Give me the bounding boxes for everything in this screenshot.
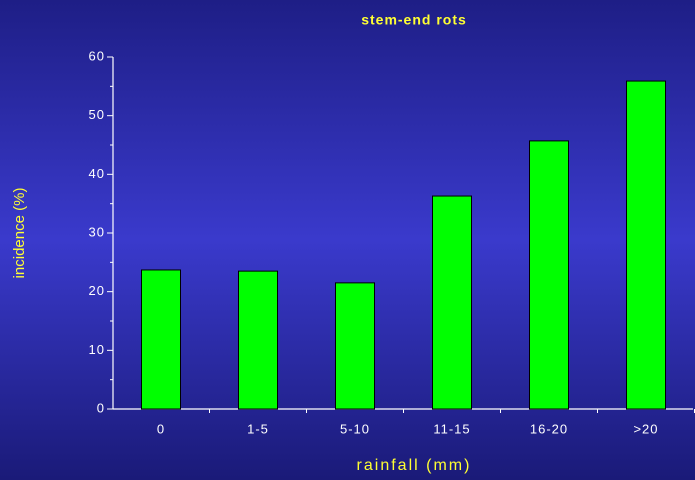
bar (626, 80, 666, 410)
bar (335, 282, 375, 410)
bar (432, 195, 472, 410)
x-tick-label: 5-10 (340, 421, 370, 436)
x-axis-label: rainfall (mm) (357, 457, 472, 474)
y-tick-label: 30 (89, 224, 105, 239)
x-tick-label: >20 (633, 421, 658, 436)
y-tick-label: 0 (97, 400, 105, 415)
x-tick-label: 11-15 (433, 421, 470, 436)
x-tick-label: 16-20 (530, 421, 568, 436)
y-tick-label: 20 (89, 283, 105, 298)
y-axis-label: incidence (%) (11, 188, 28, 279)
bar (141, 269, 181, 410)
y-tick-label: 50 (89, 107, 105, 122)
x-tick-label: 1-5 (247, 421, 269, 436)
x-tick-label: 0 (157, 421, 165, 436)
y-tick-label: 60 (89, 48, 105, 63)
bar (529, 140, 569, 410)
y-tick-label: 10 (89, 342, 105, 357)
bar (238, 270, 278, 410)
y-tick-label: 40 (89, 166, 105, 181)
chart-title: stem-end rots (361, 12, 467, 28)
